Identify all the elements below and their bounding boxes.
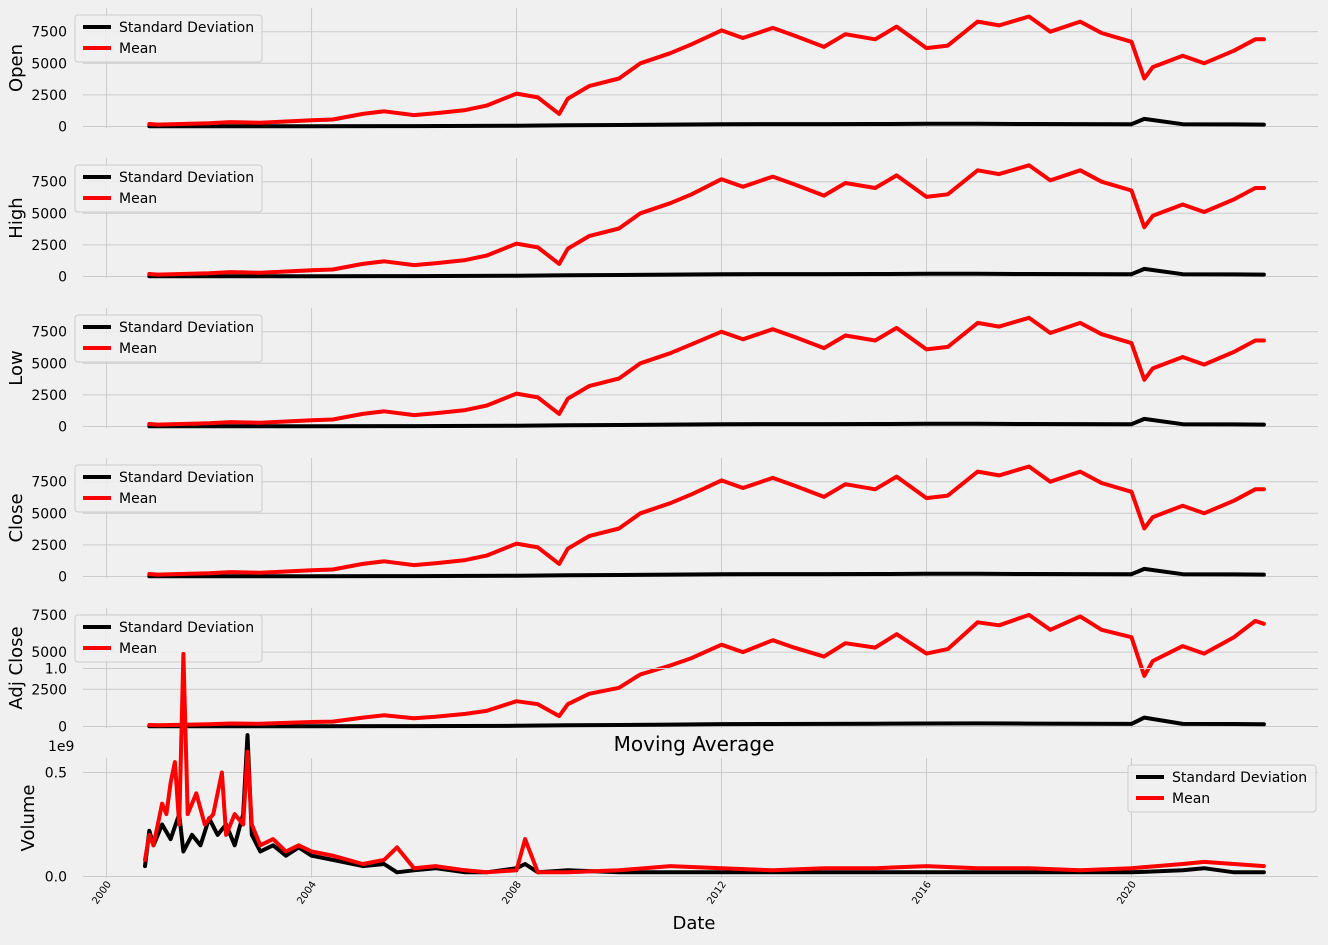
series-line-mean	[147, 14, 1266, 127]
legend-frame	[1127, 764, 1317, 813]
legend: Standard Deviation Mean	[74, 14, 263, 63]
y-tick-label: 0	[58, 720, 67, 736]
legend: Standard Deviation Mean	[74, 614, 263, 663]
y-tick-label: 0	[58, 270, 67, 286]
x-tick-label: 2020	[1115, 879, 1139, 906]
legend: Standard Deviation Mean	[74, 164, 263, 213]
y-tick-label: 0.0	[45, 870, 67, 886]
x-axis-label: Date	[672, 913, 715, 934]
y-tick-label: 5000	[31, 506, 67, 522]
legend-frame	[74, 614, 263, 663]
series-line-standard-deviation	[147, 116, 1266, 129]
y-axis-label: High	[6, 197, 27, 238]
y-tick-label: 0	[58, 120, 67, 136]
y-tick-label: 2500	[31, 88, 67, 104]
y-axis-label: Low	[6, 350, 27, 385]
legend: Standard Deviation Mean	[74, 464, 263, 513]
x-tick-label: 2016	[910, 879, 934, 906]
y-axis-label: Close	[6, 493, 27, 542]
series-line-mean	[147, 464, 1266, 577]
y-tick-label: 7500	[31, 25, 67, 41]
series-line-standard-deviation	[143, 733, 1266, 875]
series-line-standard-deviation	[147, 266, 1266, 279]
legend-frame	[74, 464, 263, 513]
legend-entry: Mean	[119, 491, 157, 507]
series-line-standard-deviation	[147, 566, 1266, 579]
y-tick-label: 5000	[31, 56, 67, 72]
y-tick-label: 2500	[31, 238, 67, 254]
series-line-mean	[147, 612, 1266, 728]
legend-frame	[74, 164, 263, 213]
y-axis-offset-label: 1e9	[48, 739, 74, 755]
legend: Standard Deviation Mean	[1127, 764, 1317, 813]
y-tick-label: 7500	[31, 175, 67, 191]
y-tick-label: 5000	[31, 356, 67, 372]
legend-entry: Mean	[119, 41, 157, 57]
legend: Standard Deviation Mean	[74, 314, 263, 363]
legend-entry: Standard Deviation	[119, 470, 254, 486]
y-tick-label: 7500	[31, 475, 67, 491]
legend-entry: Standard Deviation	[119, 20, 254, 36]
x-tick-label: 2008	[500, 879, 524, 906]
y-tick-label: 0.5	[45, 766, 67, 782]
y-tick-label: 0	[58, 570, 67, 586]
y-tick-label: 5000	[31, 645, 67, 661]
y-tick-label: 0	[58, 420, 67, 436]
y-axis-label: Volume	[18, 785, 39, 852]
y-tick-label: 2500	[31, 682, 67, 698]
subplot-volume: 0.0 0.5 1.0 Volume Standard Deviation Mean Mov…	[18, 651, 1318, 934]
legend-entry: Mean	[119, 341, 157, 357]
x-tick-label: 2004	[295, 879, 319, 906]
legend-frame	[74, 314, 263, 363]
y-tick-label: 1.0	[45, 662, 67, 678]
x-tick-label: 2000	[90, 879, 114, 906]
y-tick-label: 5000	[31, 206, 67, 222]
y-tick-label: 2500	[31, 538, 67, 554]
series-line-mean	[147, 315, 1266, 427]
legend-entry: Mean	[119, 191, 157, 207]
y-tick-label: 7500	[31, 608, 67, 624]
series-line-mean	[143, 651, 1266, 875]
y-axis-label: Adj Close	[6, 626, 27, 709]
series-line-mean	[147, 163, 1266, 277]
series-line-standard-deviation	[147, 715, 1266, 729]
y-tick-label: 2500	[31, 388, 67, 404]
legend-frame	[74, 14, 263, 63]
x-tick-label: 2012	[705, 879, 729, 906]
legend-entry: Mean	[119, 641, 157, 657]
legend-entry: Standard Deviation	[119, 320, 254, 336]
chart-title: Moving Average	[614, 732, 775, 756]
legend-entry: Standard Deviation	[119, 170, 254, 186]
series-line-standard-deviation	[147, 416, 1266, 429]
legend-entry: Standard Deviation	[119, 620, 254, 636]
y-axis-label: Open	[6, 44, 27, 92]
y-tick-label: 7500	[31, 325, 67, 341]
legend-entry: Mean	[1172, 791, 1210, 807]
legend-entry: Standard Deviation	[1172, 770, 1307, 786]
